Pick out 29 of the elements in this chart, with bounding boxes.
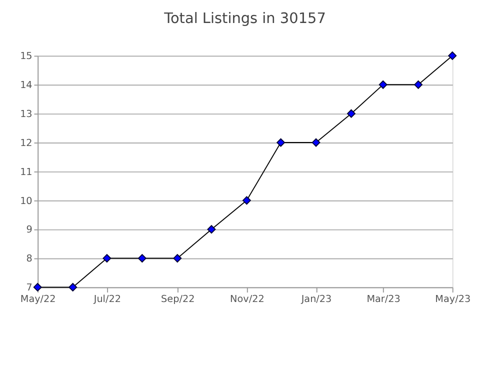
chart-title: Total Listings in 30157 (163, 11, 326, 28)
y-tick-label: 15 (20, 51, 32, 62)
y-tick-label: 11 (20, 166, 32, 178)
y-tick-label: 14 (20, 80, 32, 92)
point (276, 138, 286, 147)
point (173, 254, 182, 262)
point (378, 80, 388, 89)
x-tick-label: Mar/23 (366, 294, 400, 306)
x-tick-label: May/23 (435, 294, 471, 306)
point (347, 109, 356, 118)
point (138, 254, 146, 262)
point (207, 225, 216, 234)
x-tick-label: Jul/22 (92, 294, 121, 306)
y-tick-label: 12 (20, 138, 32, 149)
point (242, 196, 251, 205)
y-tick-label: 13 (20, 108, 32, 120)
point (102, 254, 112, 262)
point (312, 138, 320, 147)
point (68, 282, 78, 292)
y-tick-label: 8 (26, 254, 32, 265)
point (448, 52, 457, 60)
y-tick-label: 10 (20, 196, 32, 207)
y-tick-label: 9 (26, 224, 32, 236)
point (414, 80, 423, 89)
x-tick-label: Sep/22 (161, 294, 195, 306)
x-tick-label: Nov/22 (230, 294, 264, 306)
x-tick-label: Jan/23 (300, 294, 332, 306)
y-tick-label: 7 (26, 282, 32, 294)
x-tick-label: May/22 (20, 294, 56, 306)
